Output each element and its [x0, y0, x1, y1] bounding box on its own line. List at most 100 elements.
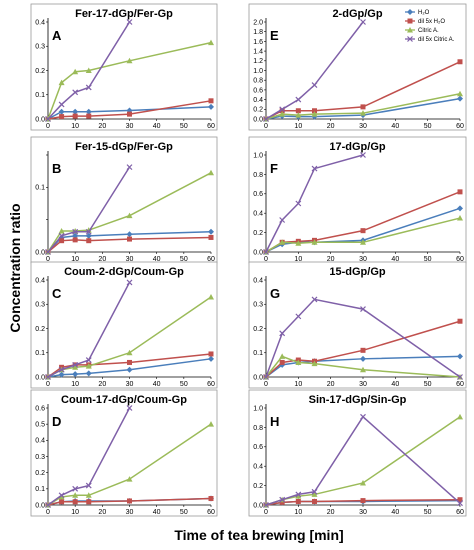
y-tick-label: 0.2 [253, 326, 263, 333]
data-point [85, 108, 92, 115]
x-tick-label: 20 [327, 123, 335, 130]
data-point [59, 114, 65, 120]
data-point [45, 374, 51, 380]
data-point [457, 59, 463, 65]
data-point [279, 359, 285, 365]
y-tick-label: 1.8 [253, 29, 263, 36]
data-point [279, 239, 286, 245]
data-point [72, 232, 79, 239]
data-point [311, 82, 318, 88]
series-line [265, 498, 461, 506]
panel-frame [248, 389, 467, 517]
series-line [47, 106, 212, 120]
data-point [457, 90, 463, 97]
y-tick-label: 1.2 [253, 58, 263, 65]
series-line [265, 298, 461, 378]
data-point [360, 19, 366, 25]
data-point [208, 355, 214, 362]
data-point [279, 217, 286, 223]
y-tick-label: 0.3 [35, 454, 45, 461]
data-point [72, 364, 79, 370]
y-tick-label: 1.0 [253, 68, 263, 75]
x-tick-label: 30 [359, 509, 367, 516]
x-tick-label: 50 [180, 256, 188, 263]
x-tick-label: 20 [98, 123, 106, 130]
legend-marker [407, 27, 413, 33]
data-point [126, 279, 133, 286]
data-point [279, 106, 286, 113]
data-point [72, 228, 79, 235]
data-point [59, 238, 65, 244]
data-point [457, 374, 463, 380]
data-point [457, 497, 463, 503]
y-tick-label: 0.0 [253, 502, 263, 509]
x-tick-label: 40 [391, 256, 399, 263]
data-point [295, 112, 302, 118]
y-tick-label: 0.1 [35, 185, 45, 192]
data-point [360, 413, 366, 420]
panel-letter: A [52, 28, 62, 43]
series-4 [45, 279, 133, 380]
y-tick-label: 0.4 [253, 464, 263, 471]
x-tick-label: 30 [359, 381, 367, 388]
data-point [72, 499, 78, 505]
data-point [295, 493, 302, 499]
data-point [86, 113, 92, 119]
x-tick-label: 0 [264, 509, 268, 516]
series-line [47, 41, 212, 120]
legend-label: H₂O [418, 10, 430, 16]
data-point [58, 108, 65, 115]
legend-marker [407, 36, 413, 42]
y-tick-label: 0.6 [253, 444, 263, 451]
data-point [208, 169, 214, 176]
data-point [72, 492, 79, 498]
data-point [279, 353, 286, 359]
legend-label: dil 5x Citric A. [418, 37, 455, 43]
x-tick-label: 60 [207, 381, 215, 388]
data-point [45, 116, 51, 122]
series-line [265, 320, 461, 378]
data-point [126, 19, 133, 25]
data-point [127, 359, 132, 365]
data-point [279, 330, 286, 337]
data-point [58, 232, 65, 239]
data-point [127, 111, 132, 117]
data-point [208, 496, 214, 502]
data-point [295, 359, 302, 365]
data-point [360, 110, 366, 116]
data-point [360, 152, 366, 158]
x-tick-label: 40 [153, 509, 161, 516]
data-point [311, 488, 318, 495]
x-tick-label: 50 [424, 509, 432, 516]
data-point [72, 485, 79, 492]
y-tick-label: 0.8 [253, 78, 263, 85]
y-tick-label: 0.3 [35, 44, 45, 51]
y-tick-label: 0.2 [253, 107, 263, 114]
data-point [58, 493, 65, 500]
data-point [208, 421, 214, 427]
data-point [86, 499, 92, 505]
data-point [295, 108, 301, 114]
x-tick-label: 60 [456, 509, 464, 516]
data-point [126, 349, 133, 356]
data-point [127, 498, 132, 504]
data-point [208, 351, 214, 357]
x-tick-label: 50 [424, 256, 432, 263]
data-point [208, 39, 214, 46]
panel-G: 15-dGp/Gp G 0.0 0.1 0.2 0.3 0.4 0 10 20 30 40 50 60 [248, 261, 467, 389]
y-tick-label: 0.4 [35, 438, 45, 445]
x-tick-label: 40 [153, 123, 161, 130]
x-tick-label: 60 [207, 256, 215, 263]
data-point [208, 103, 214, 110]
data-point [58, 101, 65, 108]
data-point [58, 227, 65, 234]
x-tick-label: 0 [264, 123, 268, 130]
x-tick-label: 40 [391, 381, 399, 388]
y-tick-label: 0.2 [35, 68, 45, 75]
x-tick-label: 60 [456, 256, 464, 263]
x-tick-label: 50 [424, 381, 432, 388]
y-tick-label: 0.1 [35, 92, 45, 99]
data-point [85, 228, 92, 235]
data-point [279, 496, 286, 503]
y-tick-label: 1.4 [253, 49, 263, 56]
